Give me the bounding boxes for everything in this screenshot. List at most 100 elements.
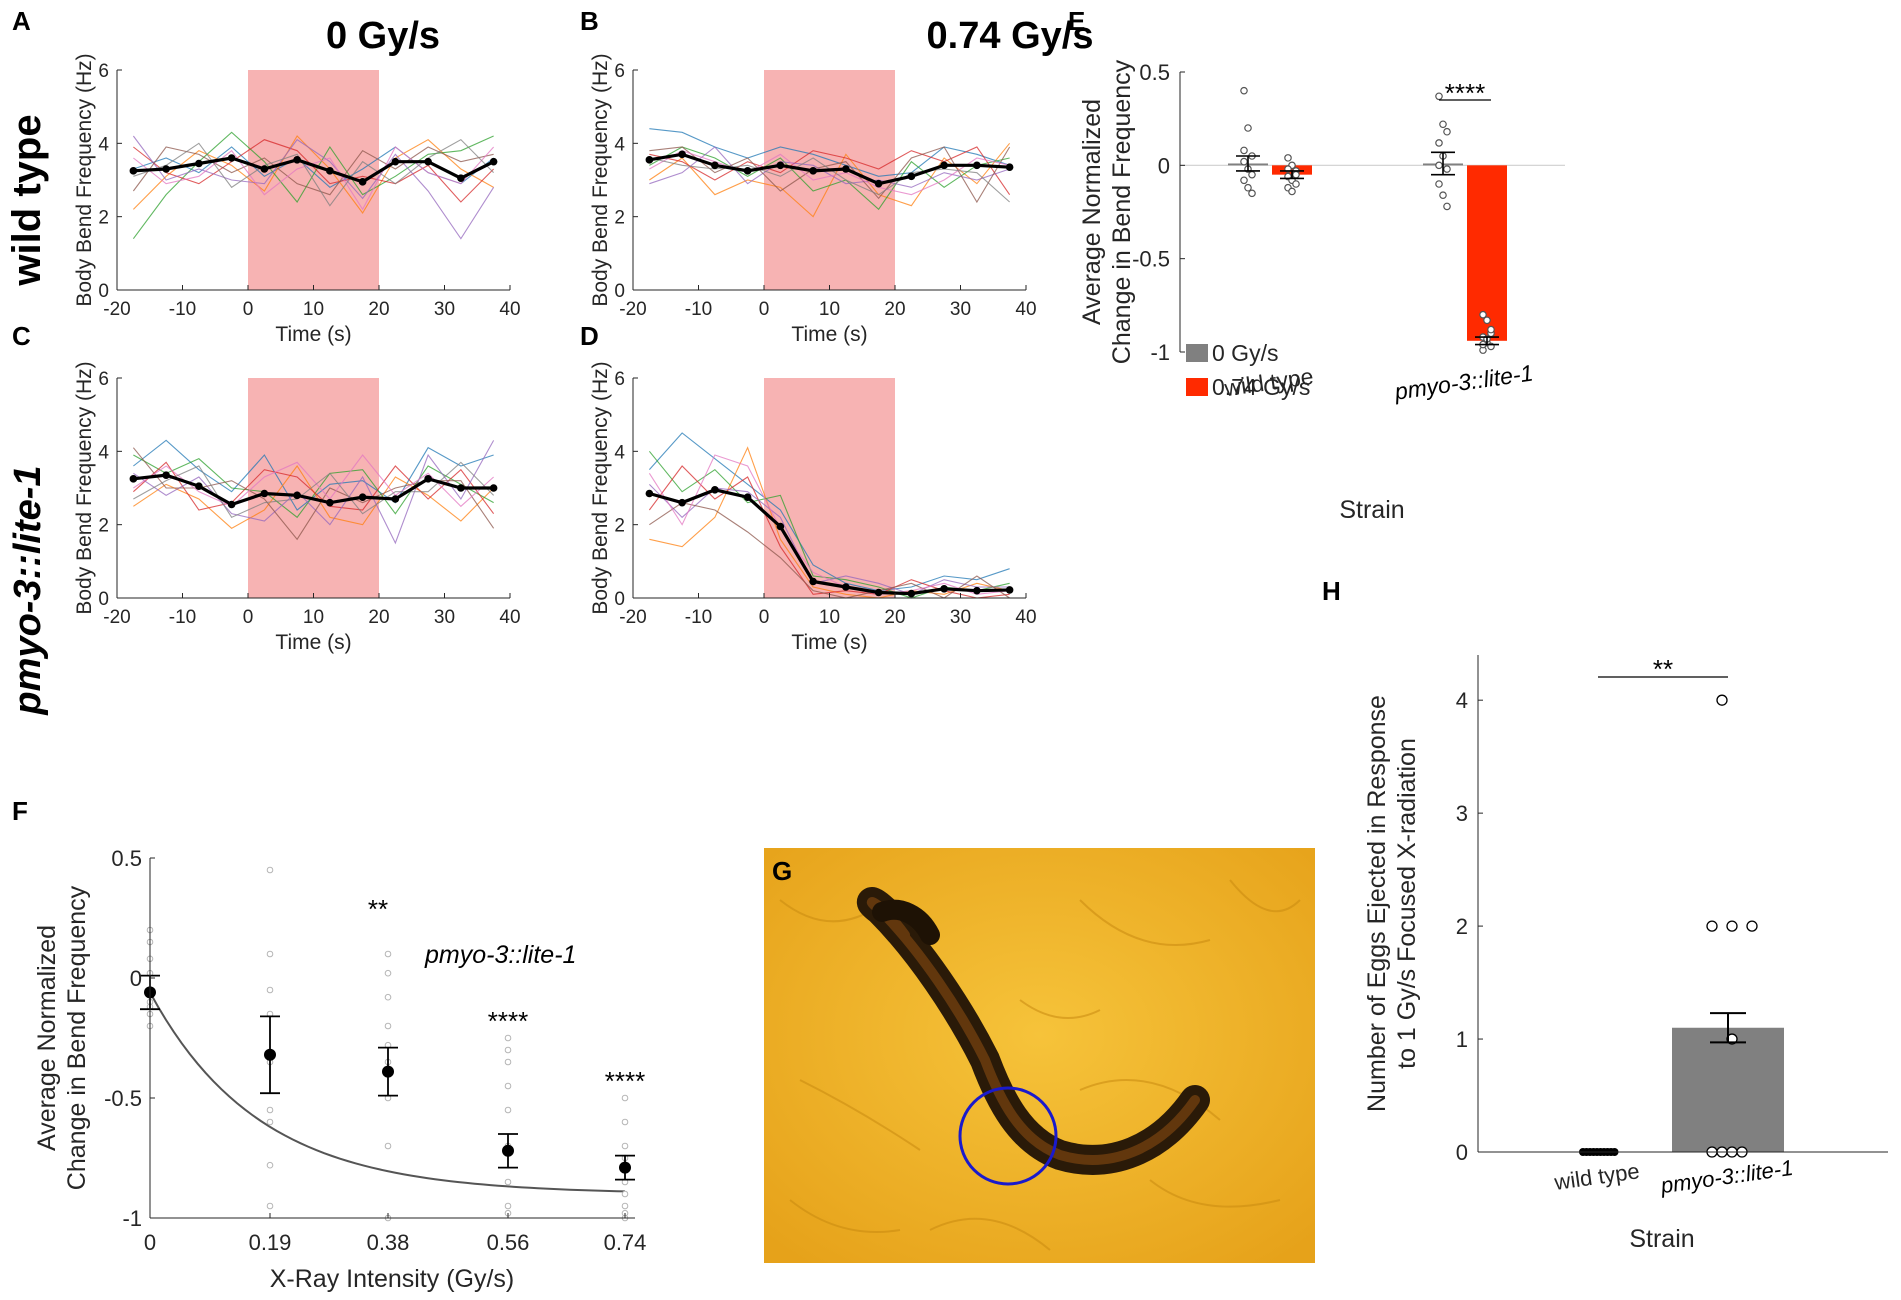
data-point <box>266 986 274 994</box>
mean-point <box>842 165 850 173</box>
y-tick-label: -0.5 <box>104 1086 142 1111</box>
data-point <box>266 1118 274 1126</box>
y-tick-label: 2 <box>98 208 109 229</box>
x-tick-label: 0 <box>144 1230 156 1255</box>
individual-trace <box>132 146 494 196</box>
mean-point <box>227 500 236 509</box>
x-tick-label: -10 <box>685 299 712 320</box>
mean-point <box>842 583 850 591</box>
panel-label: H <box>1322 576 1341 606</box>
stimulus-window <box>764 378 895 598</box>
x-tick-label: 0 <box>759 299 770 320</box>
fit-curve <box>149 991 626 1193</box>
y-tick-label: 4 <box>614 134 625 155</box>
data-point <box>266 1161 274 1169</box>
y-tick-label: 2 <box>98 516 109 537</box>
x-tick-label: -10 <box>685 607 712 628</box>
legend-label: 0.74 Gy/s <box>1212 374 1310 400</box>
row-title-lite1: pmyo-3::lite-1 <box>7 465 49 715</box>
individual-trace <box>133 454 494 519</box>
x-tick-label: -10 <box>169 607 196 628</box>
data-point <box>1483 316 1491 325</box>
y-axis-label-line2: to 1 Gy/s Focused X-radiation <box>1393 738 1421 1069</box>
y-tick-label: 4 <box>614 442 625 463</box>
panel-label: C <box>12 321 31 351</box>
x-tick-label: 0 <box>759 607 770 628</box>
x-tick-label: 40 <box>1015 299 1036 320</box>
individual-trace <box>649 446 1010 599</box>
x-tick-label: 30 <box>434 299 455 320</box>
significance-stars: **** <box>488 1006 528 1036</box>
mean-point <box>1005 163 1014 171</box>
y-tick-label: 0 <box>614 281 625 302</box>
x-tick-label: -20 <box>619 607 646 628</box>
mean-point <box>940 585 948 593</box>
mean-trace-line <box>649 152 1010 186</box>
x-tick-label: 20 <box>884 299 905 320</box>
data-point <box>1706 920 1718 932</box>
x-tick-label: 10 <box>819 299 840 320</box>
y-tick-label: 0 <box>1456 1140 1468 1165</box>
mean-point <box>162 165 170 173</box>
column-title-074gy: 0.74 Gy/s <box>927 15 1094 57</box>
y-axis-label: Body Bend Frequency (Hz) <box>589 53 612 306</box>
mean-point <box>940 161 948 170</box>
mean-point <box>619 1161 631 1174</box>
y-axis-label: Body Bend Frequency (Hz) <box>589 361 612 614</box>
mean-point <box>776 522 785 531</box>
x-tick-label: 40 <box>499 299 520 320</box>
individual-trace <box>649 146 1010 188</box>
mean-point <box>973 586 981 595</box>
individual-trace <box>649 146 1011 195</box>
x-axis-label: Strain <box>1339 496 1404 524</box>
x-axis-label: Time (s) <box>275 631 351 654</box>
panel-label: B <box>580 6 599 36</box>
bar <box>1467 165 1507 341</box>
data-point <box>1443 202 1451 211</box>
individual-trace <box>133 439 494 511</box>
mean-point <box>874 179 883 188</box>
mean-point <box>645 156 654 164</box>
individual-trace <box>133 461 495 519</box>
x-category-label: wild type <box>1552 1158 1641 1195</box>
y-tick-label: 6 <box>614 369 625 390</box>
panel-c: C -20 -10 0 10 20 30 40 0 2 4 6 Time (s) Body Bend Fr… <box>12 321 521 654</box>
y-tick-label: 0.5 <box>1139 60 1170 85</box>
mean-point <box>809 577 817 586</box>
mean-point <box>645 489 654 498</box>
bar <box>1272 165 1312 175</box>
stimulus-window <box>248 378 379 598</box>
mean-point <box>260 489 269 498</box>
mean-point <box>743 167 752 175</box>
data-point <box>1487 325 1495 334</box>
x-tick-label: 0 <box>243 607 254 628</box>
significance-stars: **** <box>605 1066 645 1096</box>
data-point <box>1248 189 1256 198</box>
mean-point <box>195 159 203 168</box>
data-point <box>1716 694 1728 706</box>
x-axis-label: Strain <box>1629 1225 1694 1253</box>
mean-point <box>907 589 916 598</box>
data-point <box>266 950 274 958</box>
mean-point <box>678 498 686 507</box>
data-point <box>1435 161 1443 170</box>
mean-point <box>457 484 465 492</box>
mean-point <box>293 491 301 500</box>
mean-point <box>264 1048 276 1061</box>
y-tick-label: 0.5 <box>111 846 142 871</box>
y-tick-label: 2 <box>614 208 625 229</box>
y-tick-label: 0 <box>98 589 109 610</box>
individual-trace <box>133 138 495 207</box>
data-point <box>621 1190 629 1198</box>
individual-trace <box>133 440 495 545</box>
y-tick-label: 6 <box>98 369 109 390</box>
data-point <box>1240 146 1248 155</box>
legend-swatch <box>1186 344 1208 362</box>
individual-trace <box>133 461 495 514</box>
data-point <box>1248 170 1256 179</box>
x-tick-label: 10 <box>819 607 840 628</box>
data-point <box>1443 127 1451 136</box>
x-tick-label: 20 <box>884 607 905 628</box>
mean-trace-line <box>133 473 494 507</box>
